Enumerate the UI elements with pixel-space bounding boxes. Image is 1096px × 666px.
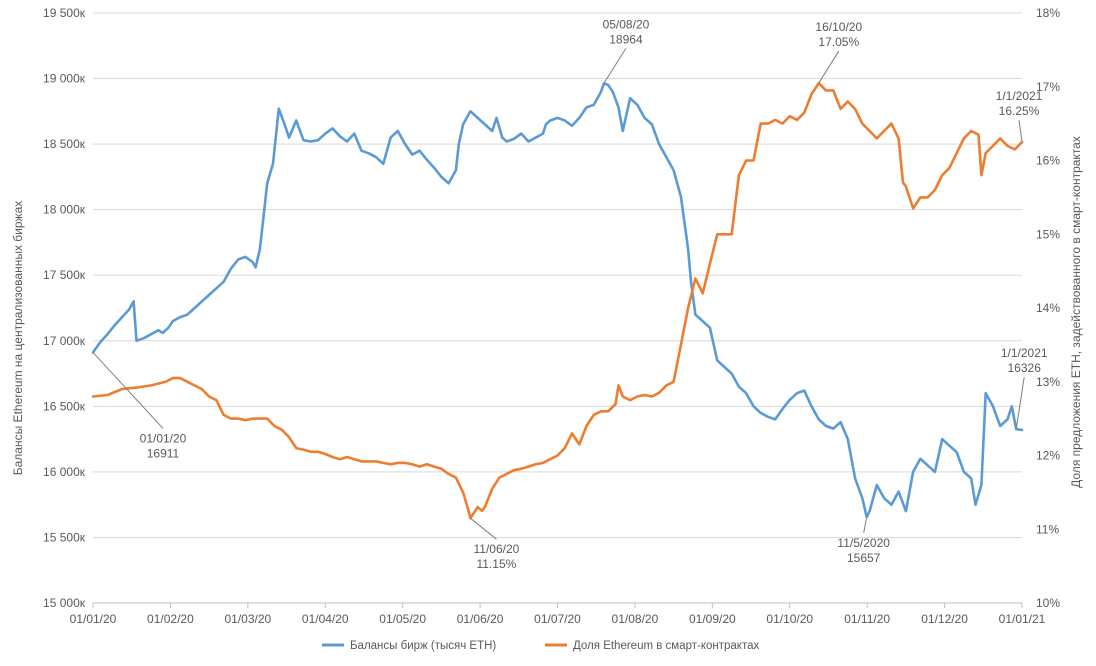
annotation-value: 15657	[847, 551, 881, 565]
annotation-leader	[92, 352, 164, 429]
right-tick-label: 15%	[1036, 227, 1060, 241]
x-tick-label: 01/11/20	[844, 612, 890, 626]
x-tick-label: 01/04/20	[302, 612, 349, 626]
x-axis-ticks: 01/01/20 01/02/20 01/03/20 01/04/20 01/05/20…	[70, 602, 1046, 626]
series-line-share	[91, 81, 1024, 520]
annotation-value: 17.05%	[818, 35, 859, 49]
right-tick-label: 14%	[1036, 301, 1060, 315]
x-tick-label: 01/02/20	[147, 612, 194, 626]
series-line-balances	[91, 82, 1024, 519]
annotation-leader	[818, 50, 840, 84]
annotation-leader	[470, 517, 497, 540]
x-tick-label: 01/08/20	[612, 612, 659, 626]
annotation-value: 16.25%	[999, 104, 1040, 118]
annotation-value: 16911	[147, 446, 180, 460]
legend-label-balances: Балансы бирж (тысяч ETH)	[350, 640, 496, 652]
left-tick-label: 17 000к	[43, 334, 86, 348]
left-tick-label: 16 000к	[43, 465, 86, 479]
left-tick-label: 18 500к	[43, 137, 86, 151]
right-tick-label: 16%	[1036, 154, 1060, 168]
right-tick-label: 11%	[1036, 522, 1059, 536]
right-tick-label: 12%	[1036, 449, 1060, 463]
annotation-value: 11.15%	[477, 557, 517, 571]
legend-label-share: Доля Ethereum в смарт-контрактах	[573, 640, 760, 652]
right-axis-ticks: 10% 11% 12% 13% 14% 15% 16% 17% 18%	[1036, 6, 1060, 610]
annotation-leader	[1018, 119, 1023, 143]
x-tick-label: 01/05/20	[379, 612, 426, 626]
annotation-date: 11/06/20	[473, 542, 519, 556]
right-tick-label: 13%	[1036, 375, 1060, 389]
left-tick-label: 15 500к	[43, 530, 86, 544]
gridlines	[93, 12, 1022, 604]
annotation-leader	[1015, 377, 1025, 430]
x-tick-label: 01/01/21	[999, 612, 1046, 626]
left-tick-label: 18 000к	[43, 203, 86, 217]
left-tick-label: 16 500к	[43, 399, 86, 413]
x-tick-label: 01/10/20	[766, 612, 813, 626]
annotation-date: 01/01/20	[140, 431, 187, 445]
left-tick-label: 15 000к	[43, 596, 86, 610]
annotation-value: 18964	[609, 32, 643, 46]
x-tick-label: 01/03/20	[224, 612, 271, 626]
annotation-leader	[863, 516, 868, 533]
x-tick-label: 01/12/20	[921, 612, 968, 626]
right-tick-label: 10%	[1036, 596, 1060, 610]
annotation-date: 05/08/20	[603, 17, 650, 31]
left-axis-title: Балансы Ethereum на централизованных бир…	[11, 201, 25, 476]
x-tick-label: 01/01/20	[70, 612, 117, 626]
annotation-value: 16326	[1008, 361, 1042, 375]
annotation-date: 1/1/2021	[1001, 346, 1048, 360]
annotation-date: 1/1/2021	[996, 89, 1043, 103]
annotation-date: 16/10/20	[815, 20, 862, 34]
right-axis-title: Доля предложения ETH, задействованного в…	[1069, 136, 1083, 488]
legend: Балансы бирж (тысяч ETH) Доля Ethereum в…	[322, 640, 760, 652]
right-tick-label: 18%	[1036, 6, 1060, 20]
annotation-leader	[603, 48, 627, 84]
series-layer	[91, 81, 1024, 520]
right-tick-label: 17%	[1036, 80, 1060, 94]
left-axis-ticks: 15 000к 15 500к 16 000к 16 500к 17 000к 17 50…	[43, 6, 86, 610]
left-tick-label: 19 000к	[43, 72, 86, 86]
annotation-date: 11/5/2020	[837, 536, 890, 550]
x-tick-label: 01/07/20	[534, 612, 581, 626]
left-tick-label: 19 500к	[43, 6, 86, 20]
left-tick-label: 17 500к	[43, 268, 86, 282]
x-tick-label: 01/09/20	[689, 612, 736, 626]
x-tick-label: 01/06/20	[457, 612, 504, 626]
